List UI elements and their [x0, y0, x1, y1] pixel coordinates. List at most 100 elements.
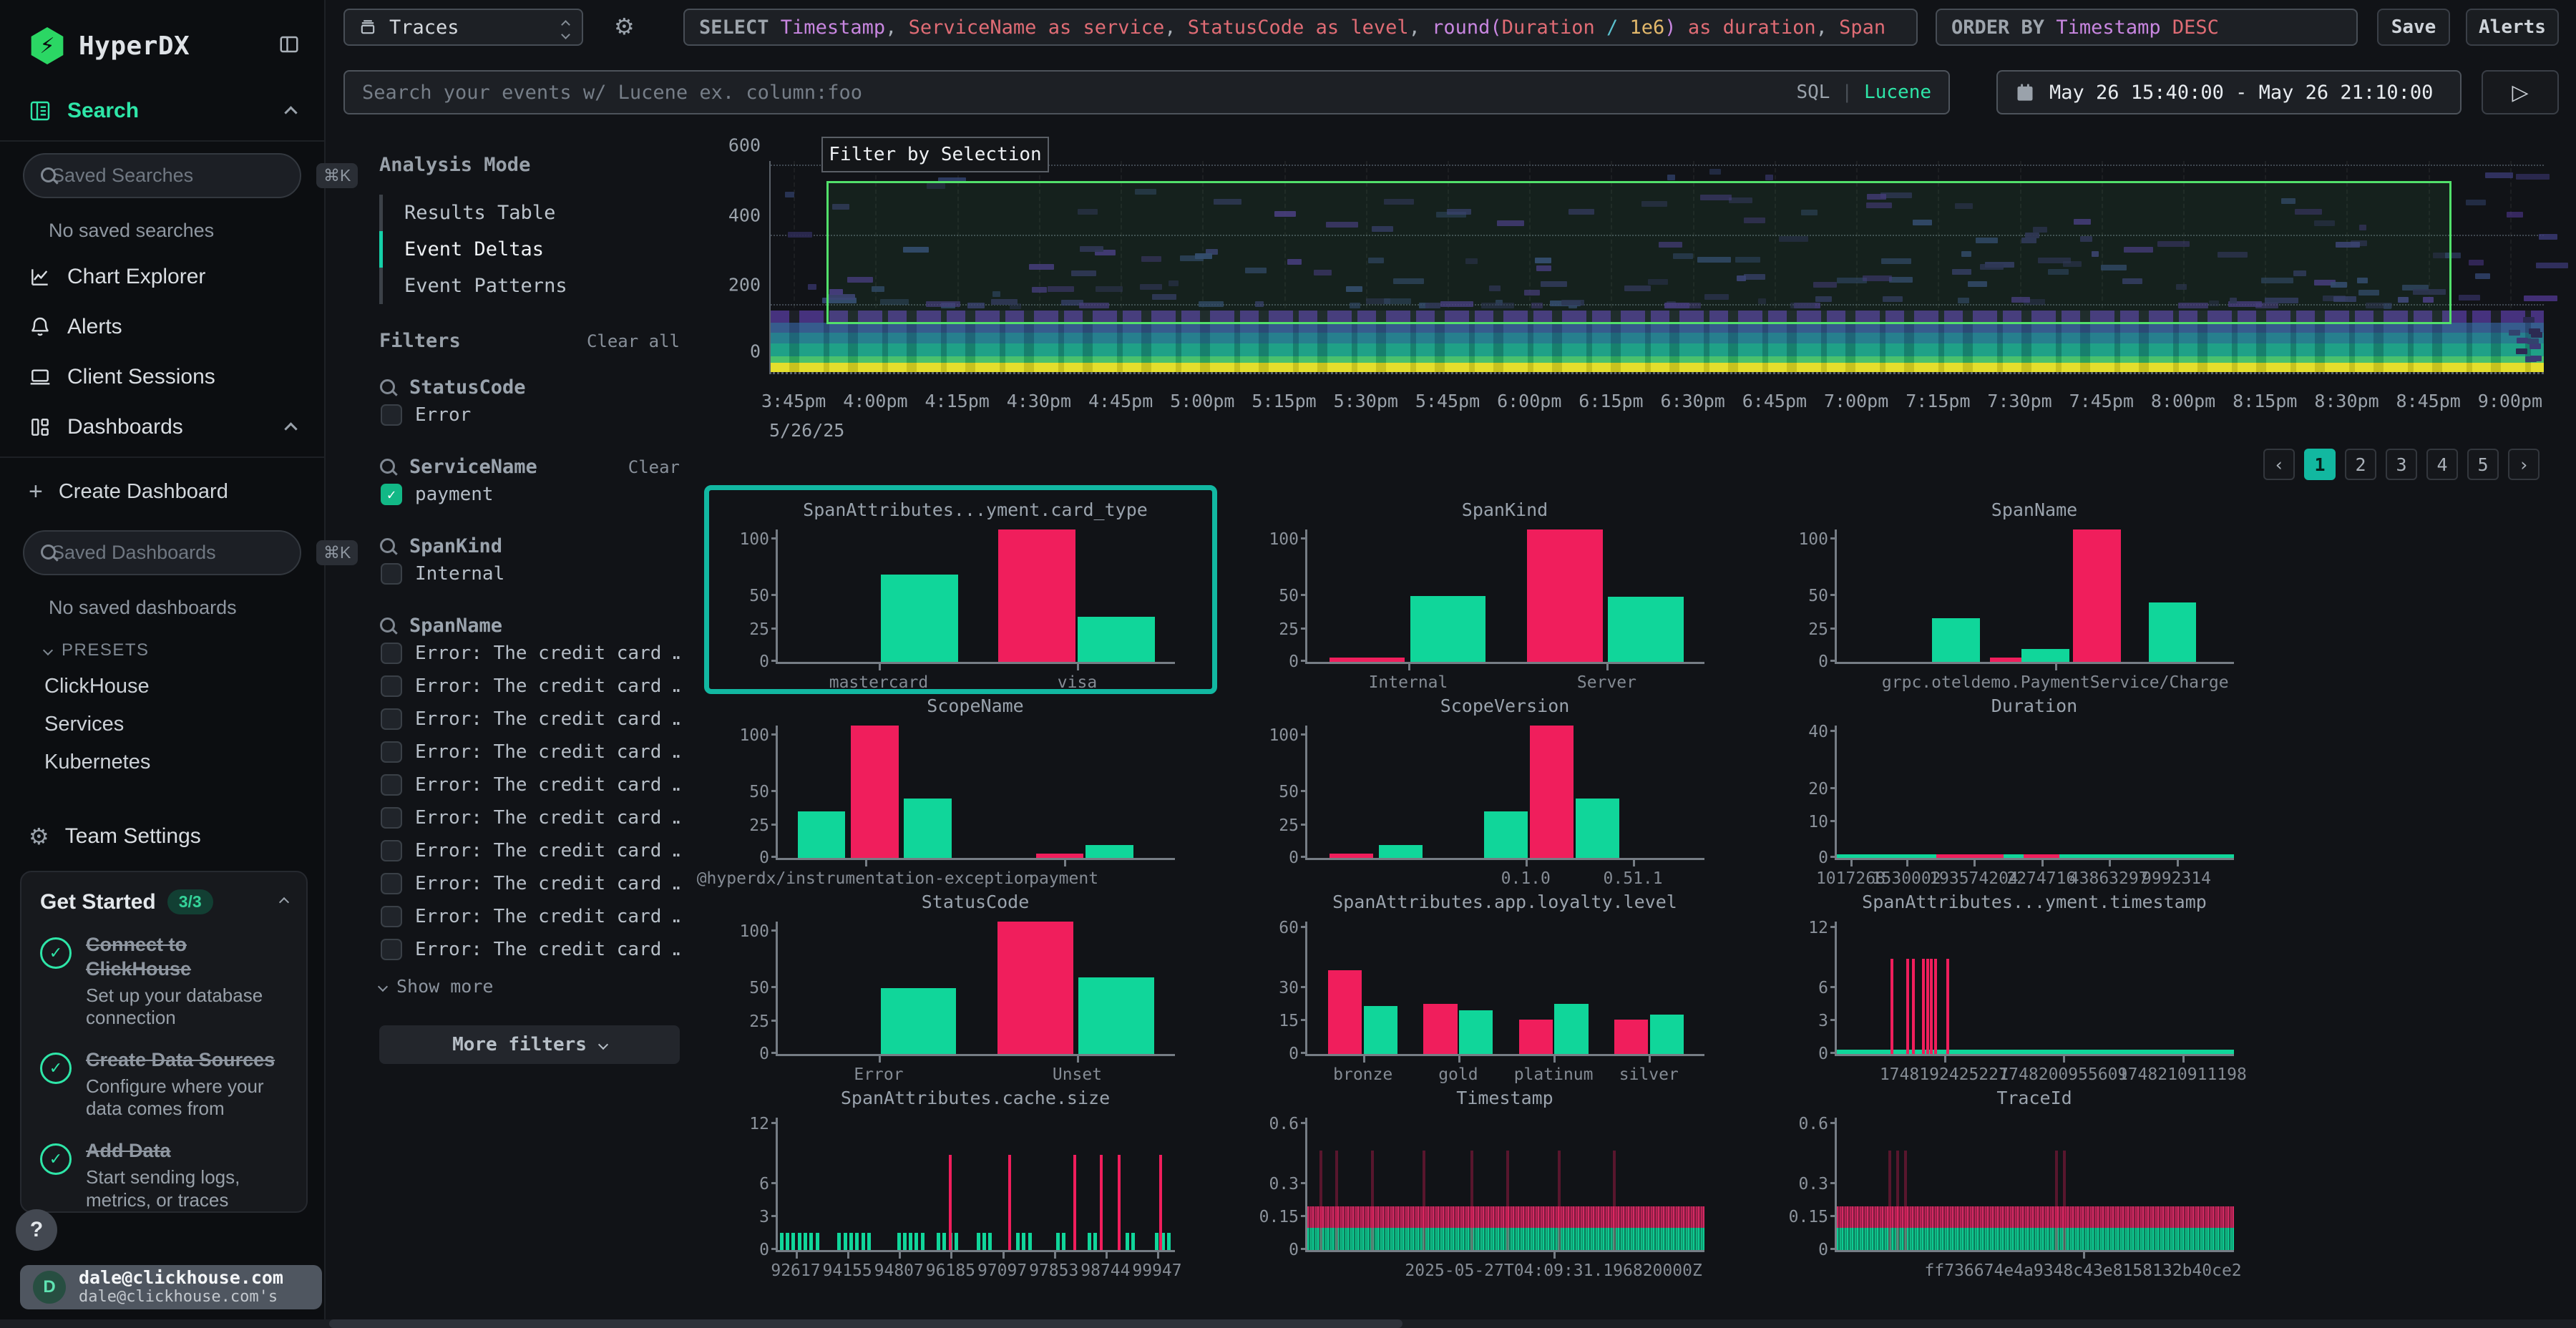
- pagination-next[interactable]: ›: [2508, 449, 2540, 480]
- pagination-page-1[interactable]: 1: [2304, 449, 2336, 480]
- sidebar-item-dashboards[interactable]: Dashboards: [0, 402, 324, 452]
- filter-by-selection-button[interactable]: Filter by Selection: [821, 137, 1049, 172]
- mini-chart-spanattributes-yment-timestamp[interactable]: SpanAttributes...yment.timestamp 12 6 3 0 174…: [1767, 884, 2272, 1084]
- saved-searches-input[interactable]: ⌘K: [23, 153, 358, 198]
- scrollbar-thumb[interactable]: [329, 1319, 1402, 1328]
- mode-lucene[interactable]: Lucene: [1864, 82, 1931, 103]
- checkbox[interactable]: [381, 906, 402, 927]
- heatmap-plot[interactable]: 600 400 200 0 3:45pm 4:00pm 4:15pm 4:30pm 4:45pm…: [728, 135, 2568, 411]
- checkbox[interactable]: [381, 563, 402, 585]
- mini-chart-spanattributes-yment-card-type[interactable]: SpanAttributes...yment.card_type 100 50 25 0…: [704, 485, 1217, 694]
- filter-item[interactable]: Error: The credit card …: [379, 768, 680, 801]
- show-more-button[interactable]: Show more: [377, 976, 680, 997]
- mode-sql[interactable]: SQL: [1796, 82, 1830, 103]
- create-dashboard-button[interactable]: + Create Dashboard: [0, 465, 324, 519]
- clear-all-filters-button[interactable]: Clear all: [586, 331, 680, 351]
- checkbox[interactable]: [381, 774, 402, 796]
- checkbox[interactable]: [381, 675, 402, 697]
- sidebar-preset-clickhouse[interactable]: ClickHouse: [44, 675, 150, 698]
- selection-rectangle[interactable]: [826, 180, 2452, 324]
- dense-spike-error: [1557, 1151, 1561, 1250]
- get-started-header[interactable]: Get Started 3/3: [40, 889, 290, 914]
- mini-chart-scopename[interactable]: ScopeName 100 50 25 0 @hyperdx/instrumentatio…: [697, 688, 1213, 888]
- chevron-up-icon[interactable]: [278, 894, 290, 909]
- mini-chart-spanname[interactable]: SpanName 100 50 25 0 grpc.oteldemo.PaymentSer…: [1767, 492, 2272, 692]
- filter-item[interactable]: Error: The credit card …: [379, 801, 680, 834]
- sidebar-preset-kubernetes[interactable]: Kubernetes: [44, 751, 151, 773]
- checkbox[interactable]: [381, 939, 402, 960]
- sidebar-item-alerts[interactable]: Alerts: [0, 302, 324, 352]
- horizontal-scrollbar[interactable]: [0, 1319, 2576, 1328]
- sidebar-item-team-settings[interactable]: ⚙ Team Settings: [0, 810, 324, 863]
- help-button[interactable]: ?: [16, 1209, 57, 1251]
- sidebar-item-client-sessions[interactable]: Client Sessions: [0, 352, 324, 402]
- filter-item[interactable]: Error: The credit card …: [379, 736, 680, 768]
- filter-item[interactable]: Error: The credit card …: [379, 834, 680, 867]
- mini-chart-timestamp[interactable]: Timestamp 0.6 0.3 0.15 0 2025-05-27T04:09:31.…: [1238, 1080, 1742, 1280]
- filter-item[interactable]: ✓ payment: [379, 478, 680, 511]
- analysis-tab-results-table[interactable]: Results Table: [379, 195, 680, 231]
- sidebar-item-search[interactable]: Search: [0, 86, 324, 136]
- heatmap-cell: [1757, 298, 1766, 304]
- heatmap-cell: [829, 288, 844, 295]
- saved-searches-field[interactable]: [52, 165, 305, 187]
- filter-item[interactable]: Internal: [379, 557, 680, 590]
- filter-item[interactable]: Error: [379, 399, 680, 431]
- checkbox[interactable]: [381, 807, 402, 829]
- time-range-picker[interactable]: May 26 15:40:00 - May 26 21:10:00: [1996, 70, 2462, 114]
- mini-chart-scopeversion[interactable]: ScopeVersion 100 50 25 0 0.1.0 0.51.1: [1238, 688, 1742, 888]
- mini-chart-statuscode[interactable]: StatusCode 100 50 25 0 Error Unset: [708, 884, 1213, 1084]
- chevron-up-icon[interactable]: [284, 415, 298, 439]
- y-tick-label: 25: [749, 620, 769, 639]
- filter-item[interactable]: Error: The credit card …: [379, 900, 680, 933]
- analysis-tab-event-deltas[interactable]: Event Deltas: [379, 231, 680, 268]
- heatmap-cell: [1561, 299, 1584, 306]
- x-tick-label: 8:00pm: [2150, 391, 2216, 411]
- event-search-input[interactable]: SQL | Lucene: [343, 70, 1950, 114]
- filter-item[interactable]: Error: The credit card …: [379, 670, 680, 703]
- filter-item[interactable]: Error: The credit card …: [379, 867, 680, 900]
- mini-chart-spanattributes-cache-size[interactable]: SpanAttributes.cache.size 12 6 3 0 92617 94155…: [708, 1080, 1213, 1280]
- more-filters-button[interactable]: More filters: [379, 1025, 680, 1064]
- clear-filter-button[interactable]: Clear: [628, 456, 680, 477]
- user-menu[interactable]: D dale@clickhouse.com dale@clickhouse.co…: [20, 1265, 322, 1309]
- filter-item[interactable]: Error: The credit card …: [379, 703, 680, 736]
- alerts-button[interactable]: Alerts: [2466, 9, 2559, 46]
- run-query-button[interactable]: ▷: [2482, 70, 2559, 114]
- sidebar-item-chart-explorer[interactable]: Chart Explorer: [0, 252, 324, 302]
- pagination-page-2[interactable]: 2: [2345, 449, 2376, 480]
- pagination-page-5[interactable]: 5: [2467, 449, 2499, 480]
- filter-item[interactable]: Error: The credit card …: [379, 933, 680, 966]
- checkbox[interactable]: [381, 873, 402, 894]
- checkbox[interactable]: [381, 643, 402, 664]
- save-button[interactable]: Save: [2377, 9, 2450, 46]
- mini-chart-duration[interactable]: Duration 40 20 10 0 1017268 1530002 193574204 22…: [1767, 688, 2272, 888]
- sql-select-input[interactable]: SELECT Timestamp, ServiceName as service…: [683, 9, 1918, 46]
- saved-dashboards-field[interactable]: [52, 542, 305, 564]
- sidebar-preset-services[interactable]: Services: [44, 713, 125, 736]
- checkbox[interactable]: [381, 840, 402, 861]
- pagination-page-4[interactable]: 4: [2426, 449, 2458, 480]
- pagination-prev[interactable]: ‹: [2263, 449, 2295, 480]
- mini-chart-traceid[interactable]: TraceId 0.6 0.3 0.15 0 ff736674e4a9348c43e815…: [1767, 1080, 2272, 1280]
- mini-chart-spankind[interactable]: SpanKind 100 50 25 0 Internal Server: [1238, 492, 1742, 692]
- pagination-page-3[interactable]: 3: [2386, 449, 2417, 480]
- analysis-tab-event-patterns[interactable]: Event Patterns: [379, 268, 680, 304]
- y-tick-mark: [771, 789, 778, 792]
- presets-section-header[interactable]: PRESETS: [0, 629, 324, 668]
- checkbox[interactable]: [381, 404, 402, 426]
- checkbox[interactable]: [381, 708, 402, 730]
- checkbox[interactable]: ✓: [381, 484, 402, 505]
- mini-chart-spanattributes-app-loyalty-level[interactable]: SpanAttributes.app.loyalty.level 60 30 15 0 b…: [1238, 884, 1742, 1084]
- histogram-spike-error: [1922, 958, 1926, 1054]
- checkbox[interactable]: [381, 741, 402, 763]
- collapse-sidebar-icon[interactable]: [278, 34, 300, 59]
- event-search-field[interactable]: [362, 81, 1782, 104]
- saved-dashboards-input[interactable]: ⌘K: [23, 530, 358, 575]
- order-by-input[interactable]: ORDER BY Timestamp DESC: [1936, 9, 2358, 46]
- histogram-spike-error: [1930, 958, 1933, 1054]
- source-select[interactable]: Traces: [343, 9, 583, 46]
- filter-item[interactable]: Error: The credit card …: [379, 637, 680, 670]
- source-settings-gear-icon[interactable]: ⚙: [614, 14, 635, 39]
- chevron-up-icon[interactable]: [284, 99, 298, 123]
